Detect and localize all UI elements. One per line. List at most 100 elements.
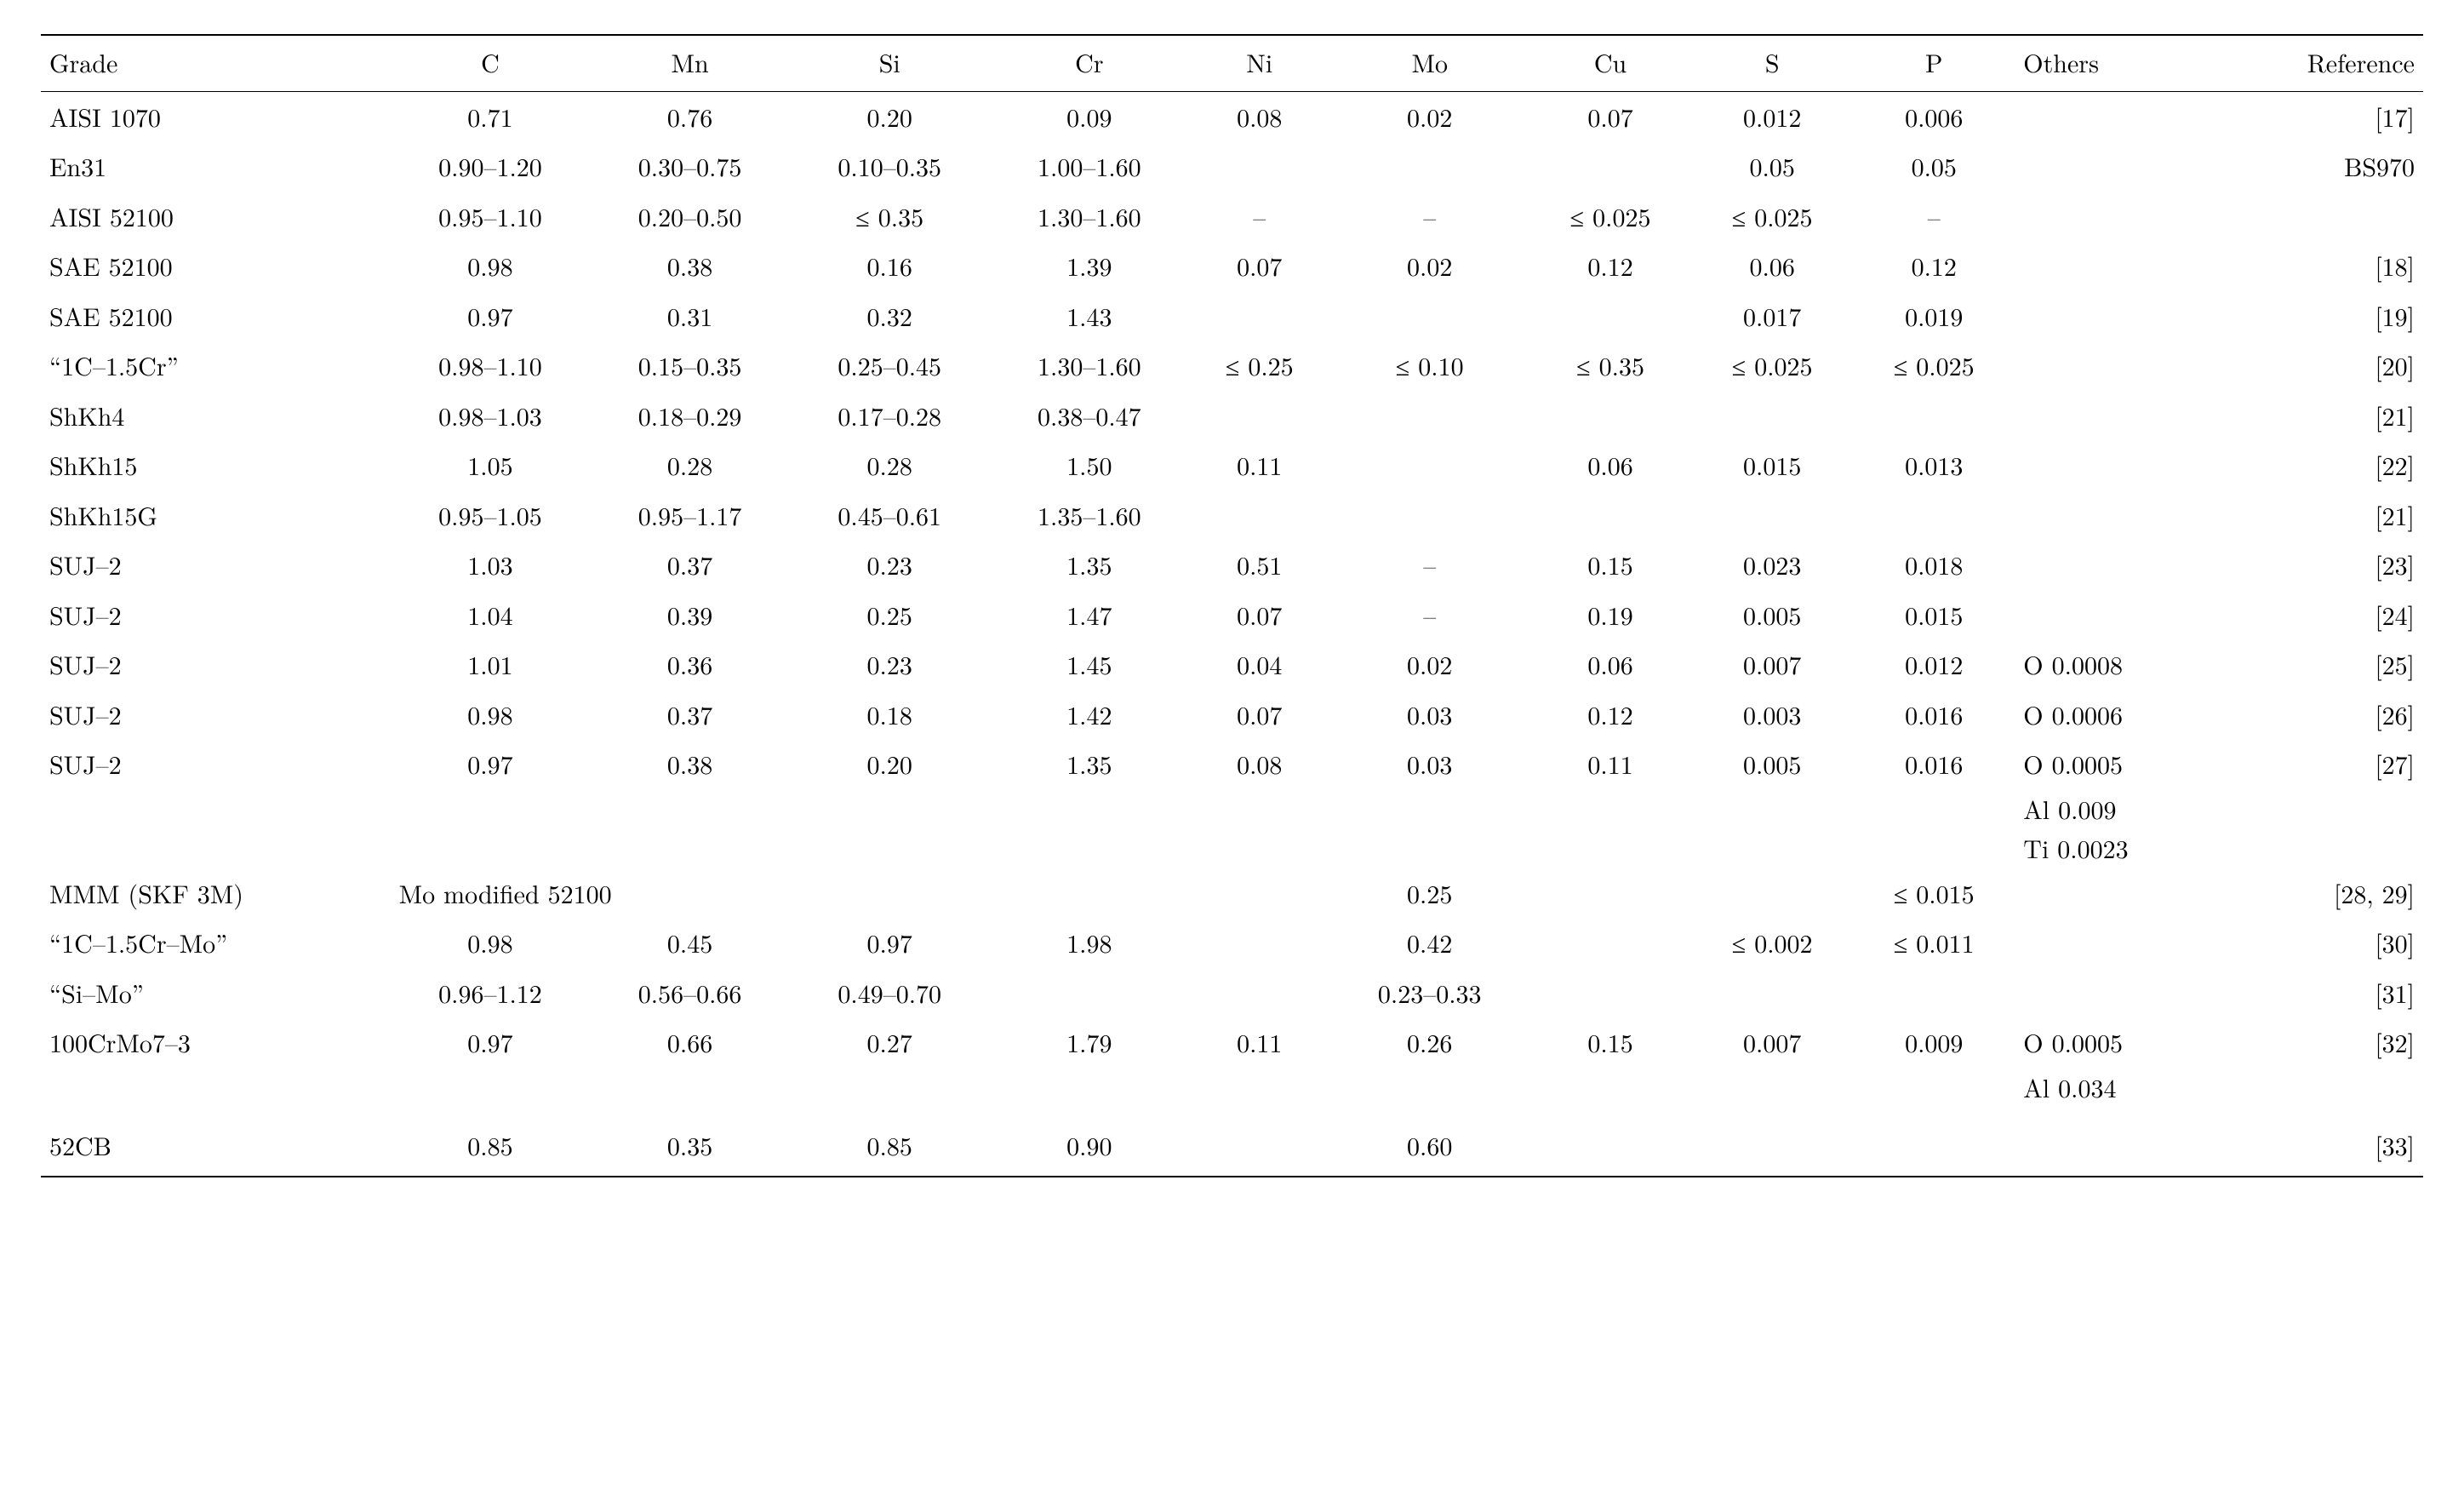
cell-ref: [25] bbox=[2217, 639, 2423, 690]
cell-mo: 0.23–0.33 bbox=[1329, 968, 1529, 1018]
cell-ni bbox=[1189, 291, 1329, 341]
cell-c bbox=[391, 789, 591, 829]
cell-others: Ti 0.0023 bbox=[2015, 828, 2216, 868]
cell-grade: AISI 52100 bbox=[41, 192, 391, 242]
cell-si: ≤ 0.35 bbox=[790, 192, 990, 242]
cell-ni bbox=[1189, 1107, 1329, 1177]
cell-grade: ShKh4 bbox=[41, 391, 391, 441]
cell-cu: 0.06 bbox=[1529, 440, 1691, 490]
cell-si: 0.45–0.61 bbox=[790, 490, 990, 541]
cell-cr: 1.35 bbox=[990, 540, 1190, 590]
cell-si bbox=[790, 828, 990, 868]
cell-mn: 0.28 bbox=[590, 440, 790, 490]
cell-c: 0.71 bbox=[391, 91, 591, 141]
cell-ref: [30] bbox=[2217, 918, 2423, 968]
cell-mo bbox=[1329, 789, 1529, 829]
cell-ref: [22] bbox=[2217, 440, 2423, 490]
cell-ni: 0.11 bbox=[1189, 1017, 1329, 1068]
cell-p: 0.016 bbox=[1853, 690, 2015, 740]
col-header-c: C bbox=[391, 35, 591, 91]
cell-grade: En31 bbox=[41, 141, 391, 192]
cell-si: 0.20 bbox=[790, 91, 990, 141]
cell-others bbox=[2015, 391, 2216, 441]
cell-p: ≤ 0.015 bbox=[1853, 868, 2015, 919]
cell-mo: ≤ 0.10 bbox=[1329, 341, 1529, 391]
cell-cr: 0.38–0.47 bbox=[990, 391, 1190, 441]
cell-mo: 0.03 bbox=[1329, 690, 1529, 740]
cell-s bbox=[1691, 1068, 1853, 1108]
cell-s: 0.015 bbox=[1691, 440, 1853, 490]
cell-grade: “1C–1.5Cr” bbox=[41, 341, 391, 391]
col-header-si: Si bbox=[790, 35, 990, 91]
cell-p bbox=[1853, 1107, 2015, 1177]
cell-p: 0.019 bbox=[1853, 291, 2015, 341]
cell-grade: SUJ–2 bbox=[41, 690, 391, 740]
cell-p bbox=[1853, 490, 2015, 541]
table-row: “Si–Mo”0.96–1.120.56–0.660.49–0.700.23–0… bbox=[41, 968, 2423, 1018]
cell-grade: ShKh15 bbox=[41, 440, 391, 490]
cell-cr bbox=[990, 789, 1190, 829]
cell-cu bbox=[1529, 490, 1691, 541]
cell-cr: 1.98 bbox=[990, 918, 1190, 968]
cell-ni bbox=[1189, 391, 1329, 441]
table-row: SUJ–20.980.370.181.420.070.030.120.0030.… bbox=[41, 690, 2423, 740]
cell-ni: 0.04 bbox=[1189, 639, 1329, 690]
cell-mn: 0.38 bbox=[590, 739, 790, 789]
table-row: SAE 521000.980.380.161.390.070.020.120.0… bbox=[41, 241, 2423, 291]
cell-p: 0.018 bbox=[1853, 540, 2015, 590]
cell-others: Al 0.009 bbox=[2015, 789, 2216, 829]
cell-ni: 0.07 bbox=[1189, 590, 1329, 640]
cell-s: 0.005 bbox=[1691, 739, 1853, 789]
cell-s: 0.005 bbox=[1691, 590, 1853, 640]
cell-si bbox=[790, 789, 990, 829]
cell-si: 0.85 bbox=[790, 1107, 990, 1177]
cell-si: 0.32 bbox=[790, 291, 990, 341]
table-row: AISI 10700.710.760.200.090.080.020.070.0… bbox=[41, 91, 2423, 141]
cell-c: 0.85 bbox=[391, 1107, 591, 1177]
table-row: SUJ–21.010.360.231.450.040.020.060.0070.… bbox=[41, 639, 2423, 690]
cell-ref: [20] bbox=[2217, 341, 2423, 391]
cell-c: 0.90–1.20 bbox=[391, 141, 591, 192]
cell-c bbox=[391, 828, 591, 868]
cell-c: 1.05 bbox=[391, 440, 591, 490]
cell-p: ≤ 0.011 bbox=[1853, 918, 2015, 968]
col-header-ni: Ni bbox=[1189, 35, 1329, 91]
cell-p bbox=[1853, 789, 2015, 829]
cell-mo bbox=[1329, 141, 1529, 192]
cell-c: 0.98–1.03 bbox=[391, 391, 591, 441]
cell-si: 0.23 bbox=[790, 540, 990, 590]
cell-s: 0.023 bbox=[1691, 540, 1853, 590]
cell-cr: 1.43 bbox=[990, 291, 1190, 341]
cell-s: ≤ 0.025 bbox=[1691, 192, 1853, 242]
cell-others: O 0.0006 bbox=[2015, 690, 2216, 740]
cell-mo: – bbox=[1329, 540, 1529, 590]
cell-cr: 1.00–1.60 bbox=[990, 141, 1190, 192]
table-row: SAE 521000.970.310.321.430.0170.019[19] bbox=[41, 291, 2423, 341]
cell-cr: 1.35 bbox=[990, 739, 1190, 789]
cell-si: 0.27 bbox=[790, 1017, 990, 1068]
cell-mo: – bbox=[1329, 590, 1529, 640]
cell-mn: 0.31 bbox=[590, 291, 790, 341]
cell-s: ≤ 0.002 bbox=[1691, 918, 1853, 968]
col-header-others: Others bbox=[2015, 35, 2216, 91]
table-row: ShKh40.98–1.030.18–0.290.17–0.280.38–0.4… bbox=[41, 391, 2423, 441]
cell-mn: 0.37 bbox=[590, 690, 790, 740]
cell-cu bbox=[1529, 828, 1691, 868]
cell-cu: 0.11 bbox=[1529, 739, 1691, 789]
cell-others bbox=[2015, 440, 2216, 490]
table-body: AISI 10700.710.760.200.090.080.020.070.0… bbox=[41, 91, 2423, 1177]
cell-mo bbox=[1329, 391, 1529, 441]
cell-mo: 0.02 bbox=[1329, 91, 1529, 141]
cell-s: 0.017 bbox=[1691, 291, 1853, 341]
cell-grade: ShKh15G bbox=[41, 490, 391, 541]
cell-p: 0.016 bbox=[1853, 739, 2015, 789]
cell-mn: 0.39 bbox=[590, 590, 790, 640]
table-row-extra: Al 0.009 bbox=[41, 789, 2423, 829]
cell-ni: 0.07 bbox=[1189, 241, 1329, 291]
cell-others bbox=[2015, 918, 2216, 968]
cell-cr: 1.50 bbox=[990, 440, 1190, 490]
cell-si: 0.23 bbox=[790, 639, 990, 690]
cell-cu: 0.12 bbox=[1529, 690, 1691, 740]
cell-si: 0.25–0.45 bbox=[790, 341, 990, 391]
cell-ni: – bbox=[1189, 192, 1329, 242]
